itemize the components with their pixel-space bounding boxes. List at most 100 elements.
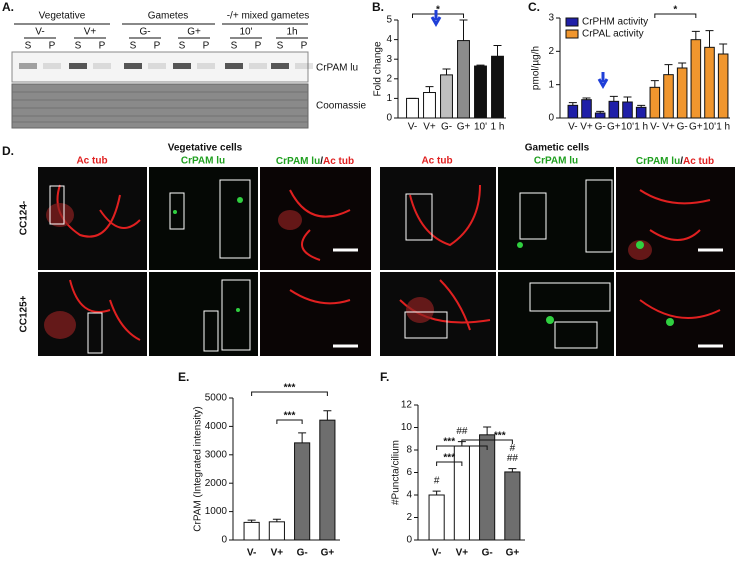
blot-band [93,63,111,69]
y-axis-label: CrPAM (Integrated intensity) [193,406,204,531]
significance-label: *** [284,383,296,394]
panel-label: A. [2,0,14,14]
coomassie-gel [11,83,309,129]
bar [635,106,647,119]
band-label: CrPAM lu [316,63,358,74]
bar [594,112,606,119]
x-tick-label: G- [482,548,493,559]
x-tick-label: G+ [689,122,703,133]
error-bar [432,490,441,495]
fraction-label: S [130,41,137,52]
lane-label: 1h [286,27,297,38]
y-tick-label: 8 [406,445,412,456]
x-tick-label: V+ [580,122,593,133]
merge-separator: / [320,156,323,167]
y-tick-label: 0 [406,535,412,546]
x-tick-label: V- [432,548,441,559]
y-tick-label: 0 [548,113,554,124]
error-bar [705,30,714,48]
lane-label: V- [35,27,44,38]
column-header: CrPAM lu [181,156,225,167]
error-bar [719,43,728,54]
error-bar [493,44,502,57]
x-tick-label: G+ [506,548,520,559]
y-tick-label: 5000 [205,393,228,404]
error-bar [650,80,659,88]
x-tick-label: 1 h [716,122,730,133]
error-bar [483,426,492,435]
bar [676,67,688,119]
bar [294,442,311,541]
fraction-label: P [255,41,262,52]
arrow [430,10,442,28]
bar [649,86,661,119]
bar [243,521,260,541]
error-bar [442,68,451,75]
x-tick-label: G- [595,122,606,133]
x-tick-label: G+ [457,122,471,133]
significance-bracket [251,391,328,396]
x-tick-label: 1 h [634,122,648,133]
column-header-merge: CrPAM lu/Ac tub [276,156,354,167]
band-label: Coomassie [316,101,366,112]
error-bar [323,410,332,421]
fraction-label: S [75,41,82,52]
fraction-label: P [49,41,56,52]
x-tick-label: V+ [271,548,284,559]
blot-band [124,63,142,69]
bar [491,55,504,119]
error-bar [476,64,485,67]
y-tick-label: 3 [386,54,392,65]
y-tick-label: 2 [406,512,412,523]
lane-label: V+ [84,27,97,38]
significance-label: * [673,5,677,16]
blot-band [43,63,61,69]
panel-label: E. [178,370,189,384]
significance-bracket [412,13,464,18]
x-tick-label: V- [408,122,417,133]
group-label: Gametes [148,11,189,22]
x-tick-label: G+ [321,548,335,559]
bar [581,99,592,119]
y-tick-label: 3000 [205,449,228,460]
fraction-label: P [203,41,210,52]
y-tick-label: 2 [386,73,392,84]
lane-label: 10' [239,27,252,38]
y-tick-label: 1 [386,93,392,104]
error-bar [609,95,618,102]
x-tick-label: G- [677,122,688,133]
fraction-label: S [179,41,186,52]
y-tick-label: 1000 [205,506,228,517]
error-bar [637,104,646,108]
y-tick-label: 3 [548,13,554,24]
error-bar [298,432,307,443]
significance-label: ## [456,426,468,437]
error-bar [272,518,281,522]
column-header: Ac tub [421,156,452,167]
significance-bracket [436,461,463,466]
error-bar [508,468,517,472]
blot-band [249,63,267,69]
y-tick-label: 4000 [205,421,228,432]
fraction-label: S [25,41,32,52]
row-label: CC124- [19,201,30,235]
y-tick-label: 10 [401,422,413,433]
merge-part: Ac tub [683,156,714,167]
blot-band [19,63,37,69]
blot-band [148,63,166,69]
significance-label: *** [494,431,506,442]
bar [268,521,285,541]
lane-label: G- [139,27,150,38]
y-tick-label: 2 [548,46,554,57]
micrographs [38,167,735,356]
bar [704,46,715,119]
x-tick-label: G+ [607,122,621,133]
x-tick-label: V- [650,122,659,133]
y-tick-label: 0 [386,113,392,124]
legend-label: CrPAL activity [582,29,644,40]
row-label: CC125+ [19,295,30,332]
bar [428,494,445,541]
lane-label: G+ [187,27,201,38]
bar [319,419,336,541]
